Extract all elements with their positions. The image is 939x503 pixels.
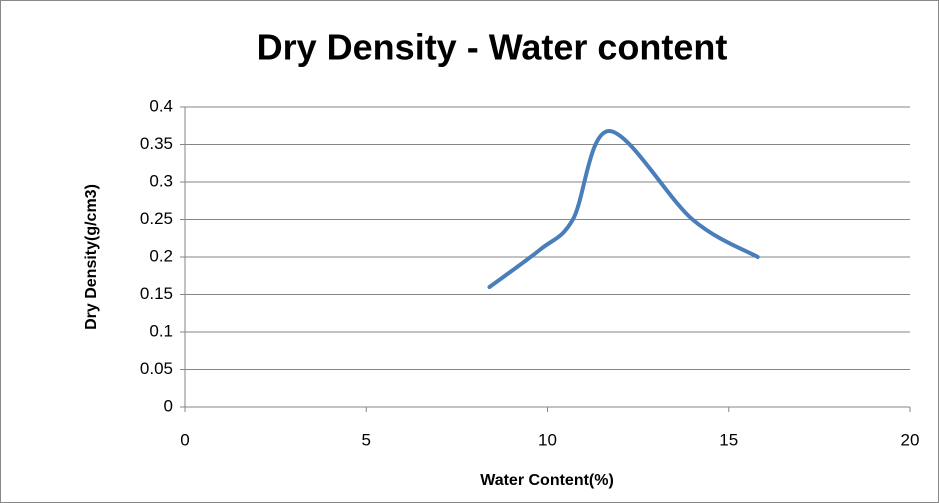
x-tick-label: 0	[180, 430, 189, 449]
y-tick-label: 0.2	[149, 246, 173, 265]
x-tick-label: 15	[719, 430, 738, 449]
x-tick-label: 20	[901, 430, 920, 449]
chart-title: Dry Density - Water content	[257, 27, 728, 68]
y-tick-label: 0.25	[140, 209, 173, 228]
y-axis-title: Dry Density(g/cm3)	[83, 184, 100, 330]
x-tick-label: 10	[538, 430, 557, 449]
x-tick-label: 5	[362, 430, 371, 449]
x-axis-title: Water Content(%)	[480, 472, 614, 489]
y-tick-label: 0.15	[140, 284, 173, 303]
y-tick-label: 0	[164, 396, 173, 415]
y-tick-label: 0.35	[140, 134, 173, 153]
y-tick-label: 0.3	[149, 171, 173, 190]
y-tick-label: 0.1	[149, 321, 173, 340]
y-tick-label: 0.05	[140, 359, 173, 378]
data-line	[487, 128, 760, 289]
y-tick-label: 0.4	[149, 96, 173, 115]
